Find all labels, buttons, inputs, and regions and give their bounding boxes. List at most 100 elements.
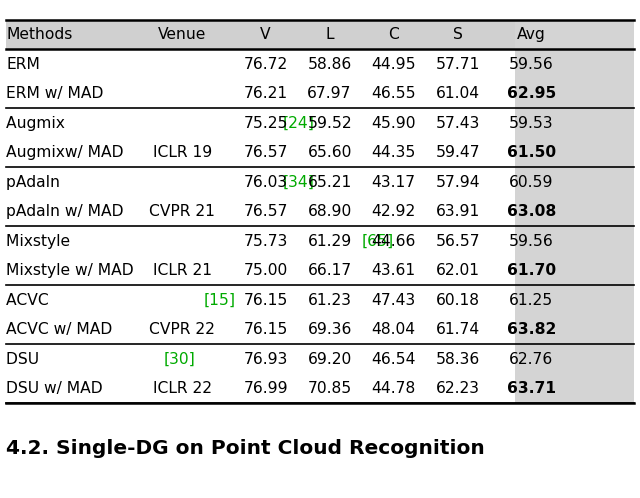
Bar <box>515 109 634 138</box>
Text: 69.20: 69.20 <box>307 352 352 367</box>
Text: Venue: Venue <box>158 27 207 42</box>
Text: 43.17: 43.17 <box>372 175 415 190</box>
Text: 48.04: 48.04 <box>372 322 415 337</box>
Text: L: L <box>325 27 334 42</box>
Text: 56.57: 56.57 <box>435 234 480 249</box>
Text: 68.90: 68.90 <box>307 204 352 219</box>
Text: [34]: [34] <box>282 175 314 190</box>
Text: ICLR 21: ICLR 21 <box>153 263 212 278</box>
Text: 63.08: 63.08 <box>507 204 556 219</box>
Text: 63.82: 63.82 <box>506 322 556 337</box>
Text: 60.59: 60.59 <box>509 175 554 190</box>
Text: CVPR 21: CVPR 21 <box>150 204 215 219</box>
Text: ERM: ERM <box>6 57 40 72</box>
Bar <box>515 138 634 167</box>
Bar <box>515 227 634 256</box>
Text: C: C <box>388 27 399 42</box>
Text: Methods: Methods <box>6 27 73 42</box>
Text: 70.85: 70.85 <box>307 381 352 396</box>
Bar <box>515 315 634 345</box>
Text: 46.54: 46.54 <box>371 352 416 367</box>
Bar <box>6 20 634 49</box>
Text: 76.57: 76.57 <box>243 204 288 219</box>
Text: 76.93: 76.93 <box>243 352 288 367</box>
Text: 76.72: 76.72 <box>243 57 288 72</box>
Text: ERM w/ MAD: ERM w/ MAD <box>6 86 104 101</box>
Bar <box>515 49 634 79</box>
Bar <box>515 256 634 285</box>
Bar <box>515 167 634 197</box>
Text: ACVC: ACVC <box>6 293 54 308</box>
Text: 44.66: 44.66 <box>371 234 416 249</box>
Text: 61.25: 61.25 <box>509 293 554 308</box>
Text: 59.52: 59.52 <box>307 116 352 130</box>
Text: 57.94: 57.94 <box>435 175 480 190</box>
Text: 57.71: 57.71 <box>435 57 480 72</box>
Text: 75.00: 75.00 <box>243 263 288 278</box>
Text: 42.92: 42.92 <box>371 204 416 219</box>
Text: 46.55: 46.55 <box>371 86 416 101</box>
Text: 76.21: 76.21 <box>244 86 287 101</box>
Text: 75.73: 75.73 <box>243 234 288 249</box>
Text: 76.15: 76.15 <box>243 293 288 308</box>
Text: 4.2. Single-DG on Point Cloud Recognition: 4.2. Single-DG on Point Cloud Recognitio… <box>6 439 485 458</box>
Text: 66.17: 66.17 <box>307 263 352 278</box>
Text: 45.90: 45.90 <box>371 116 416 130</box>
Text: 76.57: 76.57 <box>243 145 288 160</box>
Text: 58.36: 58.36 <box>435 352 480 367</box>
Text: 60.18: 60.18 <box>436 293 479 308</box>
Text: pAdaIn w/ MAD: pAdaIn w/ MAD <box>6 204 124 219</box>
Text: 75.25: 75.25 <box>243 116 288 130</box>
Text: 67.97: 67.97 <box>307 86 352 101</box>
Text: S: S <box>452 27 463 42</box>
Bar <box>515 285 634 315</box>
Text: 76.03: 76.03 <box>244 175 287 190</box>
Text: 76.99: 76.99 <box>243 381 288 396</box>
Text: 61.74: 61.74 <box>435 322 480 337</box>
Text: 47.43: 47.43 <box>371 293 416 308</box>
Text: 62.95: 62.95 <box>507 86 556 101</box>
Text: 62.76: 62.76 <box>509 352 554 367</box>
Text: 44.78: 44.78 <box>371 381 416 396</box>
Text: 44.95: 44.95 <box>371 57 416 72</box>
Text: V: V <box>260 27 271 42</box>
Text: DSU w/ MAD: DSU w/ MAD <box>6 381 103 396</box>
Text: 59.47: 59.47 <box>435 145 480 160</box>
Text: 59.53: 59.53 <box>509 116 554 130</box>
Text: [30]: [30] <box>164 352 196 367</box>
Text: 61.29: 61.29 <box>307 234 352 249</box>
Text: ICLR 22: ICLR 22 <box>153 381 212 396</box>
Bar <box>515 197 634 227</box>
Text: 61.70: 61.70 <box>507 263 556 278</box>
Text: 62.23: 62.23 <box>436 381 479 396</box>
Bar <box>515 345 634 374</box>
Text: pAdaIn: pAdaIn <box>6 175 65 190</box>
Bar <box>515 20 634 49</box>
Text: 65.60: 65.60 <box>307 145 352 160</box>
Text: 61.04: 61.04 <box>436 86 479 101</box>
Text: 44.35: 44.35 <box>371 145 416 160</box>
Text: Mixstyle: Mixstyle <box>6 234 76 249</box>
Text: 76.15: 76.15 <box>243 322 288 337</box>
Text: ICLR 19: ICLR 19 <box>153 145 212 160</box>
Bar <box>515 374 634 403</box>
Bar <box>515 79 634 109</box>
Text: 65.21: 65.21 <box>307 175 352 190</box>
Text: [15]: [15] <box>204 293 236 308</box>
Text: 59.56: 59.56 <box>509 234 554 249</box>
Text: 63.91: 63.91 <box>435 204 480 219</box>
Text: Avg: Avg <box>517 27 545 42</box>
Text: Augmix: Augmix <box>6 116 70 130</box>
Text: 59.56: 59.56 <box>509 57 554 72</box>
Text: DSU: DSU <box>6 352 44 367</box>
Text: 61.23: 61.23 <box>308 293 351 308</box>
Text: 69.36: 69.36 <box>307 322 352 337</box>
Text: [65]: [65] <box>361 234 394 249</box>
Text: 58.86: 58.86 <box>307 57 352 72</box>
Text: Augmixw/ MAD: Augmixw/ MAD <box>6 145 124 160</box>
Text: 62.01: 62.01 <box>436 263 479 278</box>
Text: 43.61: 43.61 <box>372 263 415 278</box>
Text: ACVC w/ MAD: ACVC w/ MAD <box>6 322 113 337</box>
Text: [24]: [24] <box>282 116 314 130</box>
Text: 57.43: 57.43 <box>435 116 480 130</box>
